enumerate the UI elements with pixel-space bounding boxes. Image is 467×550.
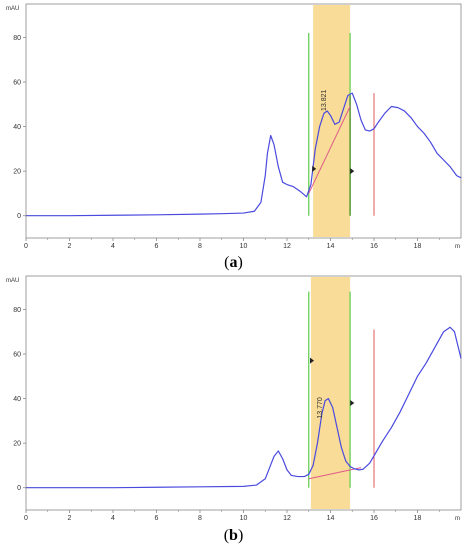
a-ytick-label-80: 80 bbox=[13, 35, 21, 42]
b-ytick-label-0: 0 bbox=[17, 485, 21, 492]
a-xtick-label-0: 0 bbox=[24, 243, 28, 250]
b-xtick-label-8: 8 bbox=[198, 515, 202, 522]
b-xtick-label-6: 6 bbox=[155, 515, 159, 522]
a-xtick-label-6: 6 bbox=[155, 243, 159, 250]
b-cursor-icon-1 bbox=[350, 400, 355, 407]
a-xtick-label-14: 14 bbox=[327, 243, 335, 250]
b-xtick-label-14: 14 bbox=[327, 515, 335, 522]
chart-b-svg: 13.770 0 20 40 60 80 0 2 4 6 8 10 12 14 16 18 mAU m bbox=[6, 275, 462, 522]
a-ytick-label-40: 40 bbox=[13, 124, 21, 131]
a-xtick-label-18: 18 bbox=[414, 243, 422, 250]
b-xtick-label-10: 10 bbox=[240, 515, 248, 522]
a-ytick-label-20: 20 bbox=[13, 169, 21, 176]
b-y-unit-label: mAU bbox=[6, 278, 19, 284]
b-peak-label: 13.770 bbox=[317, 397, 324, 419]
b-xtick-label-2: 2 bbox=[68, 515, 72, 522]
caption-a-letter: a bbox=[229, 254, 238, 271]
a-plot-frame bbox=[25, 3, 462, 239]
a-ytick-label-0: 0 bbox=[17, 213, 21, 220]
b-integration-baseline bbox=[308, 467, 362, 480]
a-integration-baseline bbox=[308, 106, 351, 194]
a-cursor-icon-0 bbox=[312, 165, 317, 172]
a-peak-label: 13.821 bbox=[321, 89, 328, 111]
chromatogram-a: 13.821 0 20 40 60 80 0 2 4 6 8 10 12 14 16 18 mAU m bbox=[4, 2, 463, 250]
a-cursor-icon-1 bbox=[350, 168, 355, 175]
a-xtick-label-4: 4 bbox=[111, 243, 115, 250]
b-xtick-label-16: 16 bbox=[370, 515, 378, 522]
b-ytick-label-80: 80 bbox=[13, 307, 21, 314]
b-x-unit-label: m bbox=[455, 516, 460, 522]
b-xtick-label-12: 12 bbox=[283, 515, 291, 522]
caption-a: (a) bbox=[224, 254, 243, 271]
b-ytick-label-20: 20 bbox=[13, 441, 21, 448]
a-xtick-label-2: 2 bbox=[68, 243, 72, 250]
a-trace-line bbox=[26, 92, 462, 217]
chromatogram-b: 13.770 0 20 40 60 80 0 2 4 6 8 10 12 14 16 18 mAU m bbox=[4, 274, 463, 522]
b-trace-line bbox=[26, 326, 462, 489]
b-cursor-icon-0 bbox=[310, 357, 315, 364]
b-xtick-label-0: 0 bbox=[24, 515, 28, 522]
a-xtick-label-8: 8 bbox=[198, 243, 202, 250]
b-integration-window bbox=[310, 277, 351, 509]
caption-b: (b) bbox=[223, 527, 244, 544]
a-xtick-label-10: 10 bbox=[240, 243, 248, 250]
chart-a-svg: 13.821 0 20 40 60 80 0 2 4 6 8 10 12 14 16 18 mAU m bbox=[6, 3, 462, 250]
a-ytick-label-60: 60 bbox=[13, 80, 21, 87]
b-xtick-label-4: 4 bbox=[111, 515, 115, 522]
b-plot-frame bbox=[25, 275, 462, 511]
caption-b-letter: b bbox=[229, 527, 238, 544]
a-integration-window bbox=[313, 5, 351, 237]
b-ytick-label-40: 40 bbox=[13, 396, 21, 403]
a-y-unit-label: mAU bbox=[6, 6, 19, 12]
b-xtick-label-18: 18 bbox=[414, 515, 422, 522]
a-x-unit-label: m bbox=[455, 244, 460, 250]
b-ytick-label-60: 60 bbox=[13, 352, 21, 359]
a-xtick-label-12: 12 bbox=[283, 243, 291, 250]
a-xtick-label-16: 16 bbox=[370, 243, 378, 250]
